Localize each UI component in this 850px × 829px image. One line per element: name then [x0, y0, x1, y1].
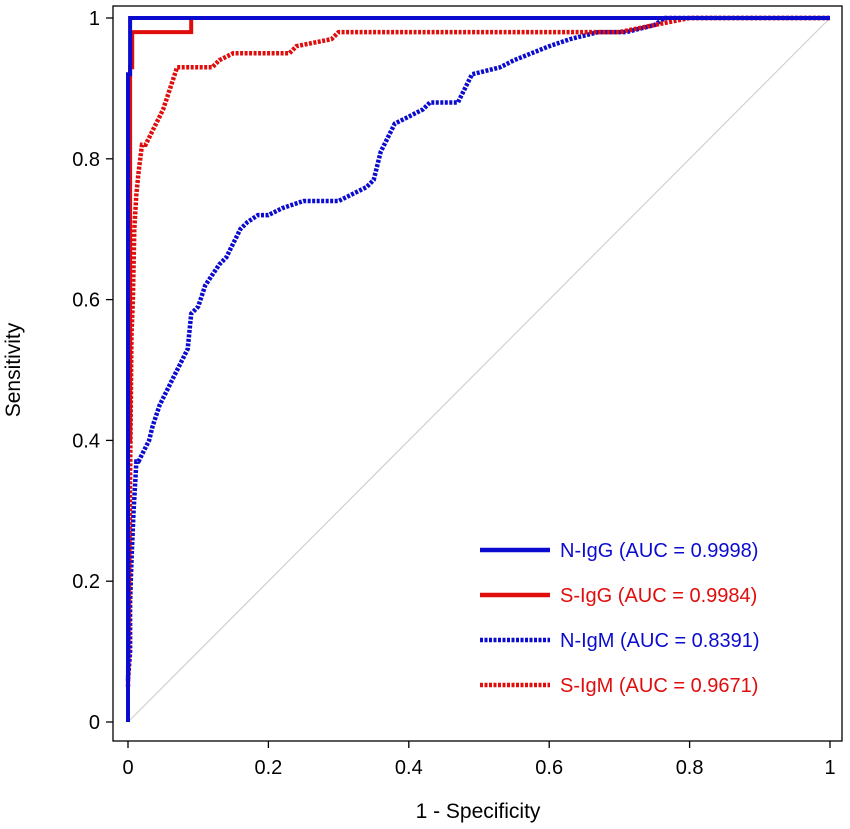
reference-diagonal: [127, 17, 831, 723]
reference-diagonal-group: [127, 17, 831, 723]
x-tick-label: 0.2: [254, 757, 282, 779]
legend-label: N-IgM (AUC = 0.8391): [560, 630, 760, 652]
y-tick-label: 0.8: [72, 149, 100, 171]
x-axis-title: 1 - Specificity: [416, 800, 541, 823]
y-tick-label: 1: [89, 8, 100, 30]
x-axis: 0 0.2 0.4 0.6 0.8 1: [122, 741, 836, 779]
y-tick-label: 0.2: [72, 571, 100, 593]
y-tick-label: 0.6: [72, 290, 100, 312]
series-line-n-igg: [126, 16, 830, 722]
series-group: [125, 15, 830, 722]
legend-label: S-IgM (AUC = 0.9671): [560, 675, 758, 697]
x-tick-label: 0.8: [676, 757, 704, 779]
plot-frame: [112, 5, 843, 742]
series-line-s-igm: [125, 15, 830, 687]
y-axis: 0 0.2 0.4 0.6 0.8 1: [72, 8, 113, 734]
legend: N-IgG (AUC = 0.9998) S-IgG (AUC = 0.9984)…: [480, 540, 760, 697]
legend-label: N-IgG (AUC = 0.9998): [560, 540, 758, 562]
y-axis-title: Sensitivity: [2, 322, 25, 417]
y-tick-label: 0.4: [72, 430, 100, 452]
y-tick-label: 0: [89, 712, 100, 734]
legend-label: S-IgG (AUC = 0.9984): [560, 585, 757, 607]
series-line-n-igm: [125, 15, 830, 680]
x-tick-label: 0.6: [535, 757, 563, 779]
x-tick-label: 0: [122, 757, 133, 779]
x-tick-label: 1: [824, 757, 835, 779]
x-tick-label: 0.4: [395, 757, 423, 779]
